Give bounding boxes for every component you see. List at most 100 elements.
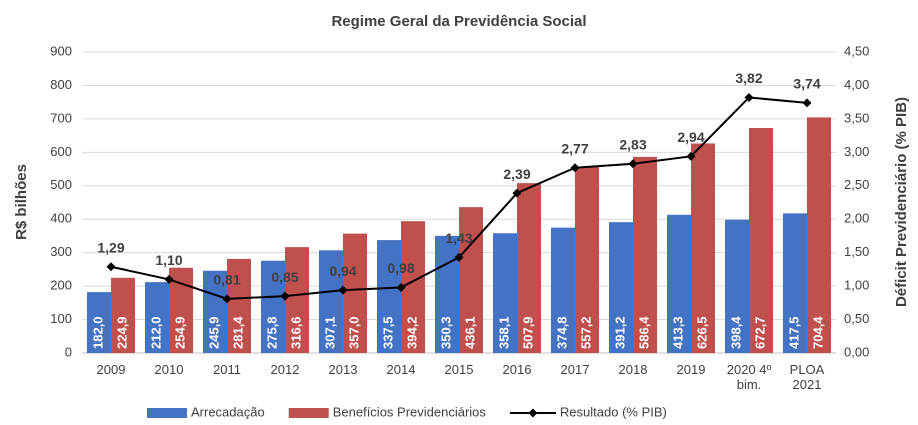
- bar: [343, 233, 367, 353]
- x-tick-label: 2013: [328, 362, 358, 377]
- bar-value-label: 507,9: [520, 316, 535, 349]
- line-value-label: 1,29: [97, 239, 124, 255]
- y2-tick-label: 3,00: [844, 144, 869, 159]
- bar-value-label: 254,9: [172, 316, 187, 349]
- line-marker: [222, 294, 232, 304]
- bar: [459, 207, 483, 353]
- bar-value-label: 224,9: [114, 316, 129, 349]
- bar: [111, 277, 135, 353]
- y-tick-label: 400: [50, 211, 72, 226]
- line-marker: [512, 188, 522, 198]
- bar-value-label: 316,6: [288, 316, 303, 349]
- bar: [285, 247, 309, 353]
- bar-value-label: 275,8: [264, 316, 279, 349]
- bar: [749, 128, 773, 353]
- bar-value-label: 672,7: [752, 316, 767, 349]
- bar: [633, 156, 657, 353]
- y2-axis-title: Déficit Previdenciário (% PIB): [893, 97, 910, 307]
- legend-label: Benefícios Previdenciários: [333, 404, 487, 419]
- bar-value-label: 394,2: [404, 316, 419, 349]
- bar: [435, 235, 459, 353]
- legend-label: Arrecadação: [191, 404, 265, 419]
- legend-label: Resultado (% PIB): [560, 404, 667, 419]
- y2-tick-label: 1,50: [844, 244, 869, 259]
- bar-value-label: 557,2: [578, 316, 593, 349]
- x-tick-label: 2015: [444, 362, 474, 377]
- bar-value-label: 350,3: [438, 316, 453, 349]
- x-tick-label: 2019: [676, 362, 706, 377]
- bar: [377, 240, 401, 353]
- x-tick-label: 2009: [96, 362, 126, 377]
- x-tick-label: 2020 4º bim.: [726, 362, 772, 392]
- y2-tick-label: 4,00: [844, 77, 869, 92]
- bar: [169, 267, 193, 353]
- bar: [87, 292, 111, 353]
- x-tick-label: PLOA 2021: [789, 362, 825, 392]
- line-marker: [338, 285, 348, 295]
- bar: [203, 270, 227, 353]
- line-marker: [570, 163, 580, 173]
- x-tick-label: 2016: [502, 362, 532, 377]
- bar: [493, 233, 517, 353]
- line-value-label: 0,94: [329, 263, 356, 279]
- bar-value-label: 357,0: [346, 316, 361, 349]
- line-value-label: 0,98: [387, 260, 414, 276]
- line-marker: [802, 98, 812, 108]
- bar-value-label: 337,5: [380, 316, 395, 349]
- y-tick-label: 100: [50, 311, 72, 326]
- bar: [551, 227, 575, 353]
- x-tick-label: 2018: [618, 362, 648, 377]
- legend-swatch: [147, 408, 187, 418]
- bar: [807, 117, 831, 354]
- x-tick-label: 2011: [213, 362, 241, 377]
- line-value-label: 2,83: [619, 136, 646, 152]
- legend-swatch: [288, 408, 329, 418]
- line-marker: [686, 151, 696, 161]
- line-value-label: 2,94: [677, 129, 704, 145]
- line-marker: [396, 282, 406, 292]
- line-value-label: 3,74: [793, 76, 820, 92]
- y-tick-label: 900: [50, 43, 72, 58]
- y-tick-label: 500: [50, 177, 72, 192]
- x-tick-label: 2010: [154, 362, 184, 377]
- line-value-label: 2,39: [503, 166, 530, 182]
- line-value-label: 1,10: [155, 252, 182, 268]
- bar: [609, 222, 633, 353]
- bar-value-label: 391,2: [612, 316, 627, 349]
- line-value-label: 2,77: [561, 140, 588, 156]
- bar: [667, 214, 691, 353]
- bar: [227, 258, 251, 353]
- line-value-label: 0,81: [213, 272, 240, 288]
- y2-tick-label: 0,00: [844, 344, 869, 359]
- y2-tick-label: 0,50: [844, 311, 869, 326]
- y2-tick-label: 2,00: [844, 211, 869, 226]
- bar: [145, 282, 169, 353]
- bar-value-label: 281,4: [230, 316, 245, 349]
- y-tick-label: 600: [50, 144, 72, 159]
- legend-marker: [528, 408, 538, 418]
- bar: [319, 250, 343, 353]
- bar-value-label: 307,1: [322, 316, 337, 349]
- line-marker: [106, 262, 116, 272]
- line-value-label: 3,82: [735, 70, 762, 86]
- bar-value-label: 398,4: [728, 316, 743, 349]
- bar-value-label: 182,0: [90, 316, 105, 349]
- bar-value-label: 626,5: [694, 316, 709, 349]
- bar-value-label: 417,5: [786, 316, 801, 349]
- bar-value-label: 586,4: [636, 316, 651, 349]
- y2-tick-label: 4,50: [844, 43, 869, 58]
- x-tick-label: 2014: [386, 362, 416, 377]
- bar: [575, 166, 599, 353]
- chart-title: Regime Geral da Previdência Social: [331, 13, 586, 30]
- bar-value-label: 374,8: [554, 316, 569, 349]
- bar: [691, 143, 715, 353]
- bar-value-label: 358,1: [496, 316, 511, 349]
- line-marker: [164, 274, 174, 284]
- line-value-label: 0,85: [271, 269, 298, 285]
- bar-value-label: 413,3: [670, 316, 685, 349]
- bar-value-label: 436,1: [462, 316, 477, 349]
- y-tick-label: 300: [50, 244, 72, 259]
- line-value-label: 1,43: [445, 230, 472, 246]
